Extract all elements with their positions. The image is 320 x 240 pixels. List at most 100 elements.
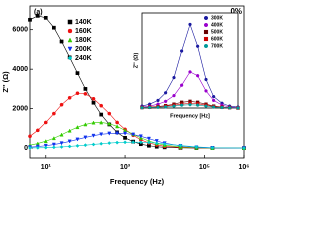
marker (188, 103, 192, 107)
marker (163, 91, 168, 95)
marker (242, 146, 246, 151)
marker (75, 125, 80, 130)
marker (99, 132, 104, 137)
marker (67, 28, 73, 34)
marker (67, 46, 73, 52)
legend-label: 180K (75, 37, 92, 44)
x-axis-label: Frequency [Hz] (170, 113, 210, 119)
marker (99, 103, 104, 108)
marker (83, 135, 88, 140)
marker (99, 112, 104, 117)
marker (67, 19, 73, 25)
marker (131, 132, 136, 137)
marker (210, 145, 215, 150)
marker (75, 137, 80, 142)
marker (35, 128, 40, 133)
marker (83, 87, 88, 91)
legend-label: 200K (75, 46, 92, 53)
marker (195, 103, 200, 107)
marker (195, 44, 200, 48)
marker (75, 143, 80, 148)
marker (99, 120, 104, 125)
legend-label: 240K (75, 55, 92, 62)
marker (147, 105, 152, 110)
marker (59, 144, 64, 149)
marker (178, 143, 183, 148)
legend-label: 700K (211, 43, 223, 49)
annotation: 0% (230, 7, 242, 16)
series-line (29, 15, 245, 149)
marker (91, 142, 96, 147)
marker (43, 120, 48, 125)
x-axis-label: Frequency (Hz) (110, 177, 165, 186)
marker (156, 105, 160, 109)
marker (131, 140, 136, 145)
marker (28, 17, 32, 22)
panel-label: (a) (34, 9, 43, 16)
y-tick-label: 0 (24, 145, 28, 152)
marker (115, 120, 119, 125)
marker (204, 104, 208, 108)
legend-label: 600K (211, 36, 223, 42)
x-tick-label: 10¹ (41, 164, 52, 171)
marker (227, 106, 232, 110)
marker (67, 139, 72, 144)
y-axis-label: Z'' (Ω) (133, 53, 139, 69)
marker (51, 136, 56, 141)
marker (28, 134, 32, 139)
marker (203, 36, 209, 42)
marker (188, 22, 192, 27)
series-line (29, 122, 245, 149)
marker (123, 136, 127, 140)
marker (35, 145, 40, 150)
marker (75, 71, 80, 75)
plot-frame (141, 12, 239, 109)
marker (107, 121, 112, 126)
marker (146, 140, 151, 145)
marker (99, 141, 104, 146)
marker (163, 105, 168, 109)
marker (67, 95, 72, 100)
marker (83, 143, 88, 148)
marker (140, 106, 144, 110)
marker (115, 131, 120, 136)
marker (43, 145, 48, 150)
marker (179, 83, 184, 87)
marker (91, 96, 96, 101)
marker (138, 140, 143, 145)
marker (123, 140, 128, 145)
chart: 0 2000 4000 6000 10¹ 10³ 10⁵ 10⁶ Frequency (Hz) Z… (1, 5, 249, 186)
marker (172, 94, 176, 98)
marker (179, 103, 184, 107)
marker (67, 128, 72, 133)
marker (52, 111, 56, 116)
marker (156, 98, 160, 103)
marker (154, 141, 159, 146)
legend-label: 300K (211, 15, 223, 21)
marker (59, 132, 64, 137)
y-tick-label: 2000 (12, 105, 28, 112)
y-tick-label: 6000 (12, 27, 28, 34)
marker (203, 43, 209, 49)
marker (211, 98, 216, 103)
marker (204, 89, 208, 93)
series-line (29, 92, 245, 149)
marker (43, 139, 48, 144)
marker (51, 142, 56, 147)
marker (195, 74, 200, 78)
marker (52, 25, 56, 30)
marker (162, 142, 167, 146)
marker (51, 145, 56, 150)
marker (35, 14, 40, 18)
marker (204, 77, 208, 82)
marker (91, 120, 96, 125)
x-tick-label: 10⁵ (199, 164, 210, 171)
marker (146, 136, 151, 141)
marker (107, 141, 112, 146)
legend-label: 400K (211, 22, 223, 28)
marker (107, 131, 112, 136)
marker (83, 91, 88, 96)
marker (43, 15, 48, 20)
marker (172, 104, 176, 108)
marker (28, 145, 32, 150)
